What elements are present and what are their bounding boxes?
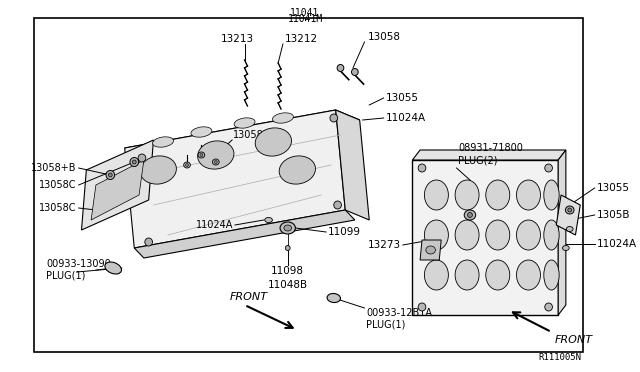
Ellipse shape xyxy=(334,201,342,209)
Polygon shape xyxy=(556,195,580,235)
Ellipse shape xyxy=(280,222,296,234)
Text: FRONT: FRONT xyxy=(554,335,593,345)
Ellipse shape xyxy=(426,246,435,254)
Ellipse shape xyxy=(279,156,316,184)
Polygon shape xyxy=(558,150,566,315)
Text: 13212: 13212 xyxy=(285,34,318,44)
Text: 00933-13090
PLUG(1): 00933-13090 PLUG(1) xyxy=(46,259,111,281)
Ellipse shape xyxy=(108,173,112,177)
Text: 11098: 11098 xyxy=(271,266,304,276)
Ellipse shape xyxy=(200,154,203,157)
Polygon shape xyxy=(125,110,345,248)
Ellipse shape xyxy=(486,220,510,250)
Ellipse shape xyxy=(212,159,219,165)
Ellipse shape xyxy=(544,180,559,210)
Ellipse shape xyxy=(455,260,479,290)
Text: 11024A: 11024A xyxy=(196,220,233,230)
Ellipse shape xyxy=(198,141,234,169)
Ellipse shape xyxy=(191,127,212,137)
Ellipse shape xyxy=(565,206,574,214)
Ellipse shape xyxy=(464,210,476,220)
Ellipse shape xyxy=(184,162,190,168)
Text: 11024A: 11024A xyxy=(596,239,637,249)
Text: 1305B: 1305B xyxy=(596,210,630,220)
Ellipse shape xyxy=(337,64,344,71)
Text: 11041: 11041 xyxy=(291,8,320,18)
Bar xyxy=(33,18,583,352)
Text: 11041M: 11041M xyxy=(287,14,323,24)
Text: FRONT: FRONT xyxy=(230,292,268,302)
Ellipse shape xyxy=(152,137,173,147)
Text: 13273: 13273 xyxy=(368,240,401,250)
Text: 11048B: 11048B xyxy=(268,280,308,290)
Text: 13055: 13055 xyxy=(385,93,419,103)
Text: 13058C: 13058C xyxy=(39,180,77,190)
Ellipse shape xyxy=(265,218,273,222)
Ellipse shape xyxy=(330,114,338,122)
Ellipse shape xyxy=(234,118,255,128)
Ellipse shape xyxy=(424,260,449,290)
Ellipse shape xyxy=(424,220,449,250)
Polygon shape xyxy=(125,110,360,158)
Text: 08931-71800
PLUG(2): 08931-71800 PLUG(2) xyxy=(458,143,524,165)
Text: 13055: 13055 xyxy=(596,183,630,193)
Text: 11024A: 11024A xyxy=(385,113,426,123)
Text: 13058C: 13058C xyxy=(39,203,77,213)
Text: 00933-12B1A
PLUG(1): 00933-12B1A PLUG(1) xyxy=(366,308,433,330)
Ellipse shape xyxy=(516,180,540,210)
Polygon shape xyxy=(134,210,355,258)
Ellipse shape xyxy=(418,303,426,311)
Ellipse shape xyxy=(544,260,559,290)
Ellipse shape xyxy=(516,220,540,250)
Ellipse shape xyxy=(285,246,290,250)
Ellipse shape xyxy=(568,208,572,212)
Ellipse shape xyxy=(545,303,552,311)
Ellipse shape xyxy=(516,260,540,290)
Ellipse shape xyxy=(418,164,426,172)
Ellipse shape xyxy=(327,294,340,302)
Polygon shape xyxy=(91,160,144,220)
Ellipse shape xyxy=(486,180,510,210)
Ellipse shape xyxy=(563,246,569,250)
Ellipse shape xyxy=(198,152,205,158)
Ellipse shape xyxy=(273,113,293,123)
Polygon shape xyxy=(81,140,154,230)
Ellipse shape xyxy=(284,225,292,231)
Ellipse shape xyxy=(140,156,177,184)
Ellipse shape xyxy=(468,212,472,218)
Ellipse shape xyxy=(255,128,291,156)
Ellipse shape xyxy=(130,157,139,167)
Text: 11099: 11099 xyxy=(328,227,361,237)
Text: 13058+B: 13058+B xyxy=(31,163,77,173)
Ellipse shape xyxy=(544,220,559,250)
Text: R111005N: R111005N xyxy=(538,353,581,362)
Ellipse shape xyxy=(351,68,358,76)
Polygon shape xyxy=(412,160,558,315)
Ellipse shape xyxy=(145,238,152,246)
Ellipse shape xyxy=(186,164,188,167)
Ellipse shape xyxy=(424,180,449,210)
Ellipse shape xyxy=(106,170,115,180)
Ellipse shape xyxy=(132,160,136,164)
Polygon shape xyxy=(420,240,441,260)
Ellipse shape xyxy=(138,154,146,162)
Text: 13058B+A: 13058B+A xyxy=(233,130,285,140)
Ellipse shape xyxy=(486,260,510,290)
Polygon shape xyxy=(412,150,566,160)
Polygon shape xyxy=(336,110,369,220)
Text: 13058: 13058 xyxy=(367,32,401,42)
Ellipse shape xyxy=(455,180,479,210)
Ellipse shape xyxy=(455,220,479,250)
Ellipse shape xyxy=(214,160,217,164)
Text: 13213: 13213 xyxy=(221,34,255,44)
Ellipse shape xyxy=(545,164,552,172)
Ellipse shape xyxy=(566,227,573,231)
Ellipse shape xyxy=(105,262,122,274)
